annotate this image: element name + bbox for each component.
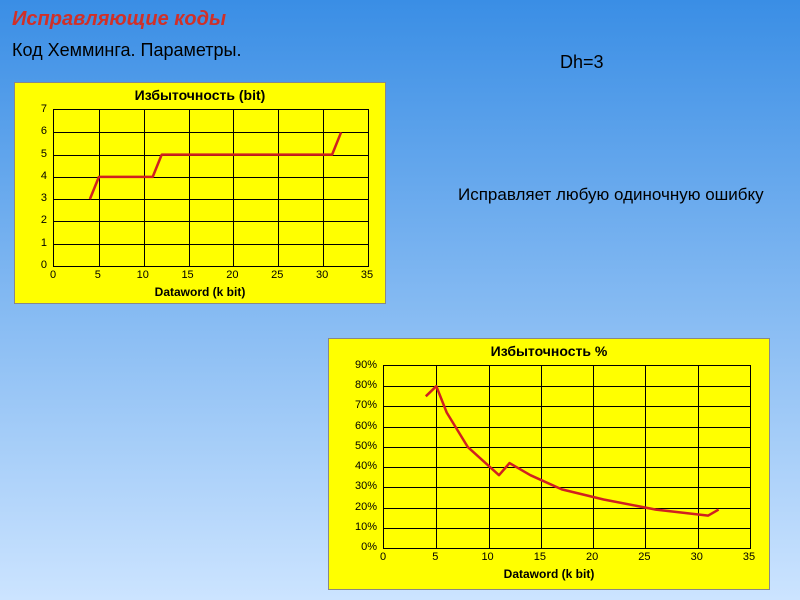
ytick-label: 7 bbox=[15, 103, 47, 115]
xtick-label: 30 bbox=[316, 269, 328, 281]
xtick-label: 35 bbox=[361, 269, 373, 281]
ytick-label: 90% bbox=[329, 359, 377, 371]
ytick-label: 10% bbox=[329, 521, 377, 533]
dh-label: Dh=3 bbox=[560, 52, 604, 73]
xtick-label: 20 bbox=[226, 269, 238, 281]
ytick-label: 0% bbox=[329, 541, 377, 553]
ytick-label: 70% bbox=[329, 399, 377, 411]
xtick-label: 10 bbox=[481, 551, 493, 563]
ytick-label: 6 bbox=[15, 125, 47, 137]
ytick-label: 20% bbox=[329, 501, 377, 513]
xtick-label: 35 bbox=[743, 551, 755, 563]
chart2-xlabel: Dataword (k bit) bbox=[504, 567, 595, 581]
page-subtitle: Код Хемминга. Параметры. bbox=[12, 40, 242, 61]
ytick-label: 0 bbox=[15, 259, 47, 271]
xtick-label: 15 bbox=[181, 269, 193, 281]
ytick-label: 3 bbox=[15, 192, 47, 204]
series-line bbox=[384, 366, 750, 548]
ytick-label: 80% bbox=[329, 379, 377, 391]
ytick-label: 4 bbox=[15, 170, 47, 182]
ytick-label: 1 bbox=[15, 237, 47, 249]
redundancy-pct-chart: Избыточность % Dataword (k bit) 0 5 10 15 20… bbox=[328, 338, 770, 590]
page-title: Исправляющие коды bbox=[12, 8, 226, 31]
xtick-label: 20 bbox=[586, 551, 598, 563]
chart1-title: Избыточность (bit) bbox=[15, 83, 385, 103]
ytick-label: 5 bbox=[15, 148, 47, 160]
xtick-label: 25 bbox=[271, 269, 283, 281]
description: Исправляет любую одиночную ошибку bbox=[458, 185, 764, 205]
chart2-title: Избыточность % bbox=[329, 339, 769, 359]
ytick-label: 40% bbox=[329, 460, 377, 472]
chart2-plot-area bbox=[383, 365, 751, 549]
xtick-label: 15 bbox=[534, 551, 546, 563]
redundancy-bit-chart: Избыточность (bit) Dataword (k bit) 0510… bbox=[14, 82, 386, 304]
series-line bbox=[54, 110, 368, 266]
chart1-plot-area bbox=[53, 109, 369, 267]
ytick-label: 30% bbox=[329, 480, 377, 492]
ytick-label: 60% bbox=[329, 420, 377, 432]
chart1-xlabel: Dataword (k bit) bbox=[155, 285, 246, 299]
xtick-label: 5 bbox=[95, 269, 101, 281]
xtick-label: 5 bbox=[432, 551, 438, 563]
xtick-label: 25 bbox=[638, 551, 650, 563]
xtick-label: 0 bbox=[50, 269, 56, 281]
xtick-label: 10 bbox=[137, 269, 149, 281]
ytick-label: 2 bbox=[15, 214, 47, 226]
xtick-label: 30 bbox=[691, 551, 703, 563]
xtick-label: 0 bbox=[380, 551, 386, 563]
slide: Исправляющие коды Код Хемминга. Параметр… bbox=[0, 0, 800, 600]
ytick-label: 50% bbox=[329, 440, 377, 452]
